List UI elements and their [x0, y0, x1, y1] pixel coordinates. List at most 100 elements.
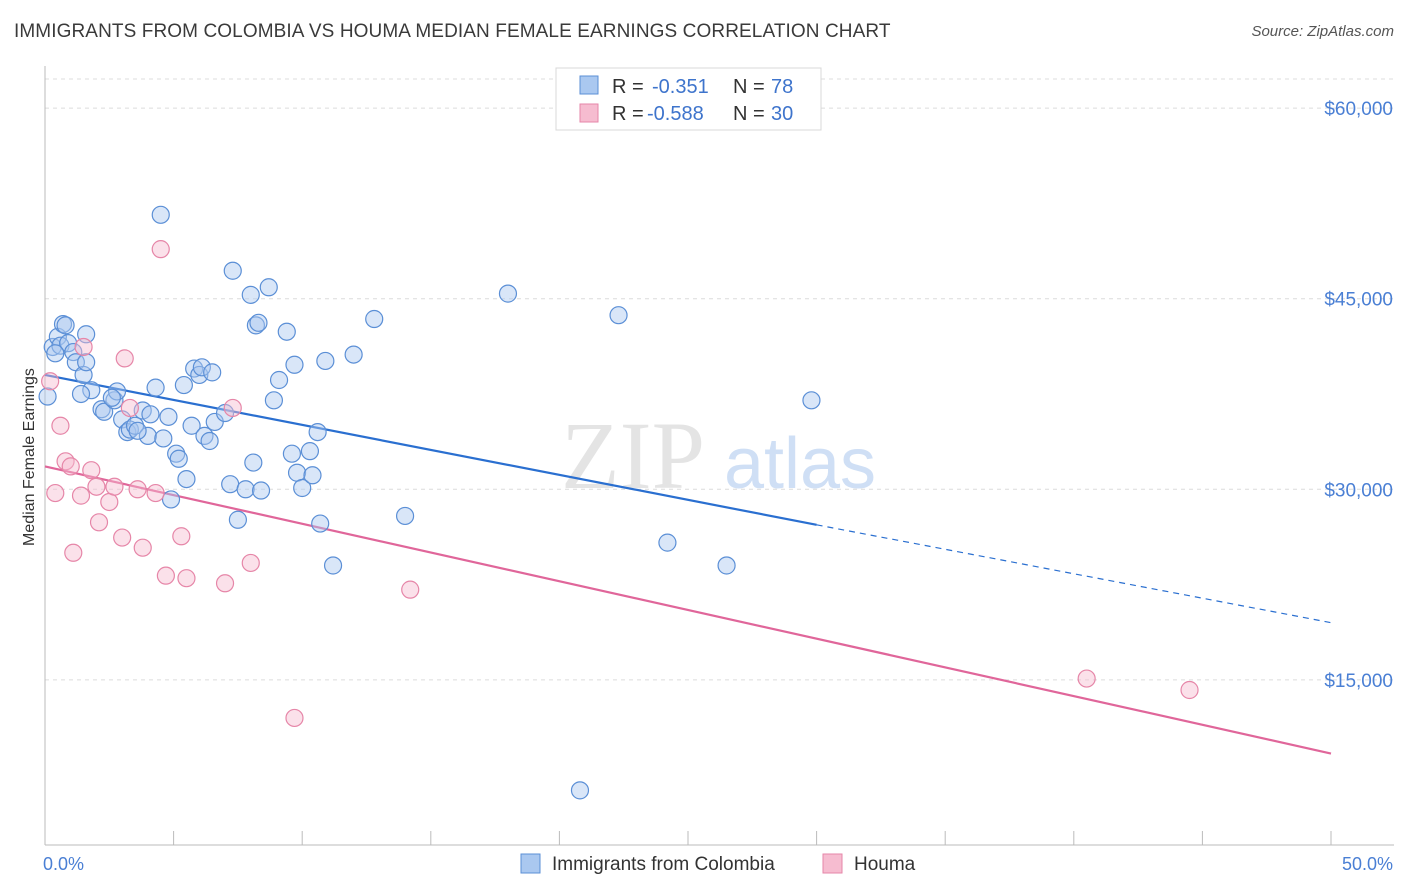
houma-point	[87, 477, 106, 496]
chart-title: IMMIGRANTS FROM COLOMBIA VS HOUMA MEDIAN…	[14, 21, 891, 42]
series-legend: Immigrants from Colombia Houma	[520, 853, 916, 875]
y-axis-label: Median Female Earnings	[21, 368, 38, 546]
colombia-point	[182, 416, 201, 435]
grid-lines	[45, 78, 1394, 681]
colombia-point	[200, 431, 219, 451]
y-tick-label: $30,000	[1324, 480, 1393, 501]
legend-swatch-blue	[579, 75, 599, 95]
colombia-point	[203, 363, 222, 382]
houma-point	[74, 337, 93, 357]
colombia-point	[128, 421, 147, 440]
colombia-point	[241, 285, 260, 304]
colombia-point	[77, 353, 96, 372]
houma-point	[61, 457, 80, 476]
colombia-point	[146, 378, 165, 397]
colombia-point	[195, 426, 214, 446]
legend-r-value-1: -0.351	[652, 76, 709, 98]
bottom-legend-swatch-colombia	[520, 853, 541, 874]
legend-swatch-pink	[579, 103, 599, 123]
houma-point	[128, 480, 147, 499]
houma-point	[241, 553, 260, 573]
colombia-point	[609, 306, 628, 325]
colombia-point	[102, 388, 121, 407]
colombia-point	[223, 261, 242, 280]
colombia-point	[92, 400, 111, 419]
colombia-point	[311, 514, 330, 533]
colombia-point	[293, 478, 312, 498]
source-label: Source: ZipAtlas.com	[1251, 23, 1394, 40]
colombia-point	[365, 309, 384, 329]
colombia-point	[159, 407, 178, 426]
colombia-point	[174, 375, 193, 395]
colombia-point	[287, 463, 307, 482]
colombia-point	[59, 334, 78, 353]
colombia-point	[161, 490, 181, 509]
x-tick-label-max: 50.0%	[1342, 854, 1393, 874]
colombia-point	[658, 533, 677, 552]
houma-point	[172, 527, 191, 546]
legend-n-value-2: 30	[771, 103, 793, 125]
houma-point	[64, 543, 83, 562]
houma-point	[146, 483, 165, 503]
x-tick-label-min: 0.0%	[43, 854, 84, 874]
houma-point	[71, 486, 91, 505]
legend-r-value-2: -0.588	[647, 103, 704, 125]
colombia-point	[285, 355, 304, 374]
houma-point	[113, 528, 132, 547]
colombia-point	[303, 466, 322, 485]
houma-point	[156, 566, 175, 585]
watermark-atlas: atlas	[724, 424, 876, 504]
colombia-point	[141, 405, 160, 424]
colombia-point	[282, 444, 302, 463]
y-tick-label: $45,000	[1324, 290, 1393, 311]
legend-r-label-1: R =	[612, 76, 644, 98]
legend-n-label-2: N =	[733, 103, 765, 125]
colombia-point	[38, 387, 57, 406]
colombia-point	[300, 442, 320, 461]
houma-point	[89, 513, 109, 532]
colombia-point	[277, 322, 296, 341]
houma-point	[1180, 680, 1199, 700]
tick-labels: $15,000 $30,000 $45,000 $60,000 0.0% 50.0%	[43, 99, 1393, 874]
colombia-point	[244, 453, 263, 472]
colombia-point	[344, 345, 363, 364]
colombia-point	[151, 205, 170, 224]
colombia-point	[308, 422, 327, 442]
houma-point	[151, 240, 170, 259]
houma-point	[223, 398, 242, 418]
houma-point	[46, 483, 65, 503]
colombia-point	[316, 351, 335, 371]
houma-point	[120, 398, 139, 418]
colombia-point	[717, 556, 736, 575]
colombia-point	[125, 416, 145, 435]
colombia-point	[251, 481, 271, 500]
houma-point	[401, 580, 420, 599]
houma-point	[115, 349, 134, 368]
colombia-point	[192, 358, 211, 377]
colombia-point	[154, 429, 173, 448]
watermark-zip: ZIP	[561, 402, 705, 509]
axes	[44, 66, 1394, 846]
colombia-point	[95, 402, 114, 421]
trend-line-colombia	[44, 373, 817, 526]
trend-line-houma	[44, 465, 1332, 755]
trend-lines	[44, 373, 1332, 755]
colombia-point	[259, 278, 278, 297]
houma-point	[51, 416, 70, 435]
colombia-point	[169, 449, 188, 468]
colombia-point	[323, 556, 343, 575]
houma-point	[215, 574, 235, 593]
colombia-point	[246, 316, 266, 335]
houma-point	[1077, 669, 1096, 688]
houma-point	[105, 477, 124, 496]
legend-n-label-1: N =	[733, 76, 765, 98]
legend-r-label-2: R =	[612, 103, 644, 125]
data-points	[38, 205, 1199, 800]
colombia-point	[802, 391, 821, 410]
colombia-point	[570, 781, 590, 800]
colombia-point	[82, 381, 101, 400]
colombia-point	[269, 370, 289, 390]
y-tick-label: $15,000	[1324, 671, 1393, 692]
colombia-point	[71, 384, 91, 404]
